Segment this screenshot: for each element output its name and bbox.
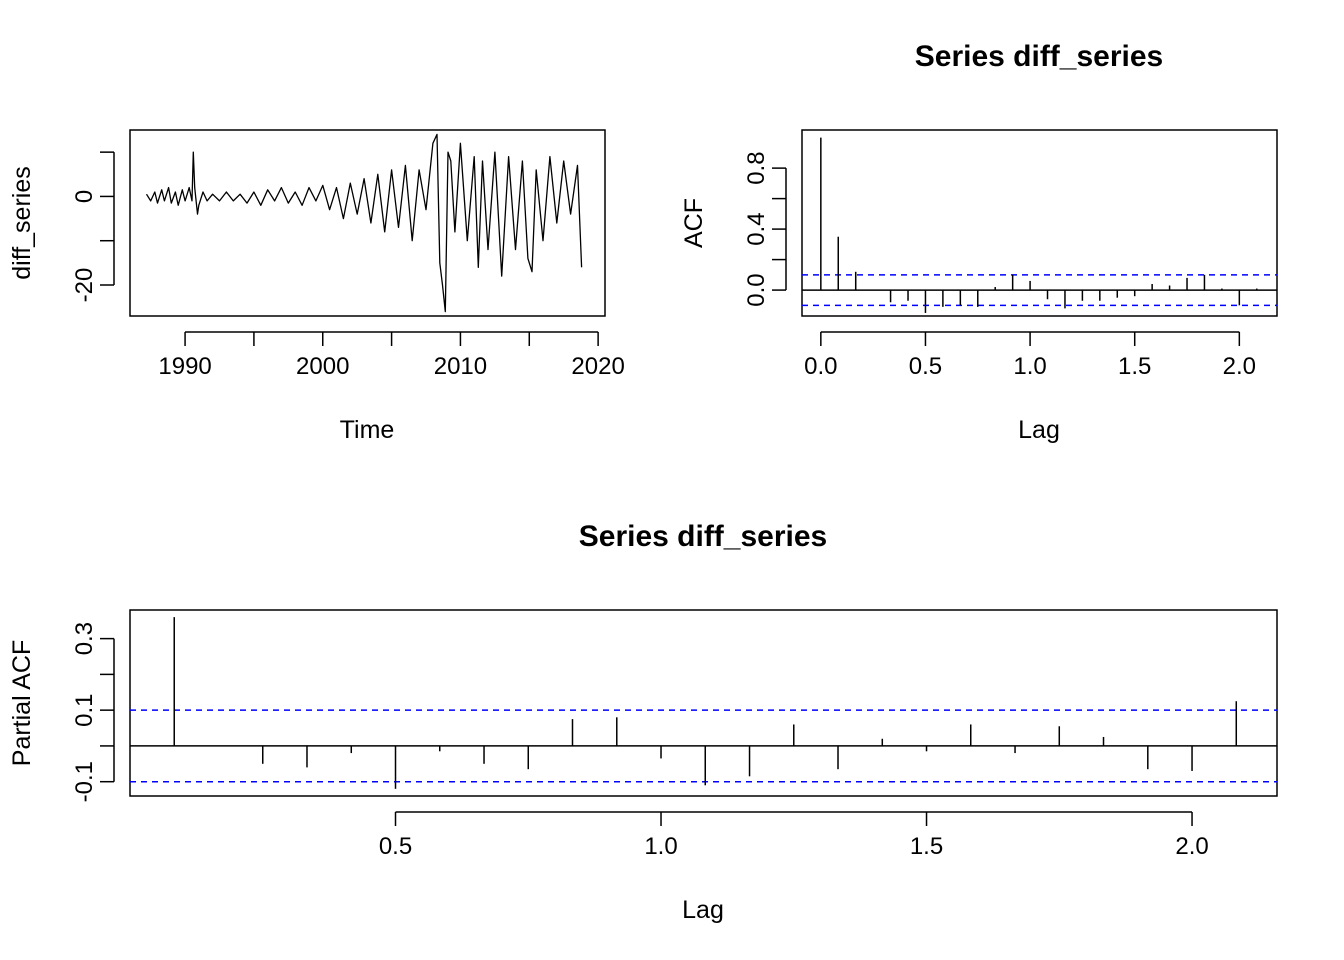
y-axis-label: diff_series — [8, 166, 36, 280]
x-axis-label: Lag — [1018, 416, 1060, 444]
x-tick-label: 2020 — [571, 353, 624, 380]
x-axis: 0.5 1.0 1.5 2.0 — [379, 811, 1209, 860]
y-tick-label: 0.4 — [743, 212, 770, 245]
x-tick-label: 0.5 — [909, 353, 942, 380]
x-tick-label: 1.0 — [1013, 353, 1046, 380]
series-marks — [145, 133, 583, 313]
x-tick-label: 2.0 — [1175, 833, 1208, 860]
x-tick-label: 0.0 — [804, 353, 837, 380]
acf-panel: Series diff_series Lag ACF 0.0 0.5 1.0 1.5 2… — [680, 40, 1278, 444]
y-axis-label: Partial ACF — [8, 640, 36, 766]
y-tick-label: 0.1 — [71, 693, 98, 726]
y-tick-label: 0.0 — [743, 273, 770, 306]
y-tick-label: 0.3 — [71, 622, 98, 655]
chart-title: Series diff_series — [915, 40, 1163, 73]
x-tick-label: 2000 — [296, 353, 349, 380]
y-tick-label: 0.8 — [743, 151, 770, 184]
x-tick-label: 2.0 — [1223, 353, 1256, 380]
x-axis: 0.0 0.5 1.0 1.5 2.0 — [804, 331, 1256, 380]
pacf-marks — [130, 617, 1277, 789]
plot-frame — [129, 129, 606, 317]
x-tick-label: 1.5 — [910, 833, 943, 860]
series-line — [145, 133, 583, 313]
time-series-panel: Time diff_series 1990 2000 2010 2020 -20 0 — [8, 129, 625, 444]
y-tick-label: 0 — [71, 190, 98, 203]
y-tick-label: -0.1 — [71, 761, 98, 802]
x-tick-label: 1.0 — [644, 833, 677, 860]
y-axis: 0.0 0.4 0.8 — [743, 151, 787, 307]
acf-marks — [802, 137, 1277, 313]
y-axis: -20 0 — [71, 151, 115, 303]
chart-title: Series diff_series — [579, 520, 827, 553]
plot-frame — [801, 129, 1278, 317]
x-axis-label: Lag — [682, 896, 724, 924]
pacf-panel: Series diff_series Lag Partial ACF 0.5 1.… — [8, 520, 1278, 924]
x-axis: 1990 2000 2010 2020 — [158, 331, 625, 380]
y-axis: -0.1 0.1 0.3 — [71, 622, 115, 802]
x-tick-label: 1990 — [158, 353, 211, 380]
x-tick-label: 2010 — [434, 353, 487, 380]
x-tick-label: 1.5 — [1118, 353, 1151, 380]
plot-frame — [129, 609, 1278, 797]
x-tick-label: 0.5 — [379, 833, 412, 860]
y-tick-label: -20 — [71, 268, 98, 303]
x-axis-label: Time — [340, 416, 395, 444]
y-axis-label: ACF — [680, 198, 708, 248]
